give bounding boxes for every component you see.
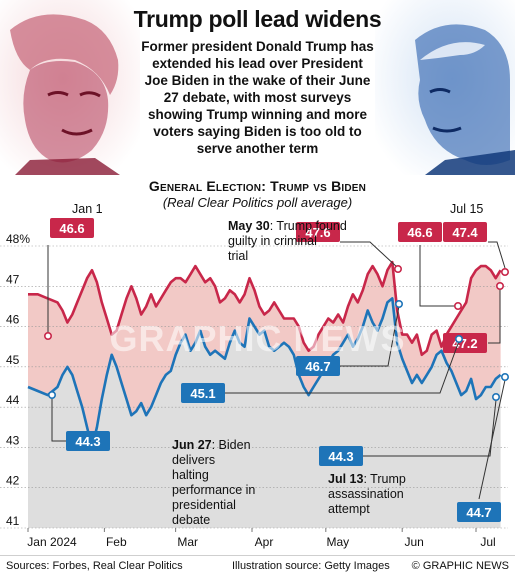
callout-value-label: 44.3 <box>75 434 100 449</box>
callout-box <box>66 431 110 451</box>
annotation-jun27-text: : Biden <box>212 438 251 452</box>
y-tick-label: 47 <box>6 272 20 286</box>
annotation-jul13-line: Jul 13: Trump <box>328 472 406 486</box>
chart-heading: General Election: Trump vs Biden <box>0 178 515 194</box>
callout-leader <box>340 241 399 269</box>
callout-value-label: 45.1 <box>190 386 215 401</box>
callout-dot <box>47 390 56 399</box>
annotation-jun27-line: Jun 27: Biden <box>172 438 251 452</box>
annotation-jun27-line: halting <box>172 468 209 482</box>
page-title: Trump poll lead widens <box>133 6 382 32</box>
x-tick-label: Mar <box>177 535 198 549</box>
x-tick-label: Jan 2024 <box>27 535 77 549</box>
callout-leader <box>340 305 400 367</box>
callout-leader <box>419 245 455 307</box>
biden-portrait-illustration <box>375 0 515 175</box>
callout-leader <box>225 340 460 394</box>
callout-box <box>296 222 340 242</box>
callout-leader <box>478 379 506 500</box>
y-tick-label: 44 <box>6 393 20 407</box>
callout-box <box>181 383 225 403</box>
chart-heading-colon: : <box>261 178 271 194</box>
footer-sources: Sources: Forbes, Real Clear Politics <box>6 560 183 572</box>
biden-line <box>27 297 502 449</box>
subtitle: Former president Donald Trump has extend… <box>141 39 374 156</box>
annotation-jan1: Jan 1 <box>72 202 103 216</box>
callout-value-label: 47.4 <box>452 225 478 240</box>
callout-dot <box>495 281 504 290</box>
annotation-jul15: Jul 15 <box>450 202 483 216</box>
callout-value-label: 44.7 <box>466 505 491 520</box>
callout-box <box>398 222 442 242</box>
callout-value-label: 46.6 <box>59 221 84 236</box>
annotation-jul13-line: attempt <box>328 502 370 516</box>
y-tick-label: 41 <box>6 514 20 528</box>
annotation-may30-line: May 30: Trump found <box>228 219 347 233</box>
x-tick-label: Jul <box>480 535 495 549</box>
x-tick-label: May <box>327 535 350 549</box>
callout-leader <box>363 399 497 457</box>
annotation-jun27-line: debate <box>172 513 210 527</box>
annotation-may30-text: : Trump found <box>270 219 347 233</box>
callout-box <box>443 222 487 242</box>
callout-dot <box>500 267 509 276</box>
callout-leader <box>488 241 506 269</box>
callout-dot <box>453 301 462 310</box>
callout-box <box>443 333 487 353</box>
biden-area <box>28 298 501 528</box>
annotation-jun27-date: Jun 27 <box>172 438 212 452</box>
chart-heading-part1: General Election <box>148 178 262 194</box>
annotation-jun27-line: presidential <box>172 498 236 512</box>
callout-dot <box>500 372 509 381</box>
y-tick-label: 46 <box>6 313 20 327</box>
annotation-jun27-line: delivers <box>172 453 215 467</box>
y-tick-label: 43 <box>6 433 20 447</box>
callout-dot <box>491 392 500 401</box>
annotation-jul13-text: : Trump <box>363 472 405 486</box>
annotation-may30-line: guilty in criminal <box>228 234 317 248</box>
x-tick-label: Apr <box>255 535 274 549</box>
callout-dot <box>394 299 403 308</box>
y-tick-label: 48% <box>6 232 30 246</box>
callout-leader <box>488 289 501 344</box>
annotation-jul13-date: Jul 13 <box>328 472 363 486</box>
trump-line <box>28 260 502 357</box>
chart-subheading: (Real Clear Politics poll average) <box>162 195 353 210</box>
y-tick-label: 45 <box>6 353 20 367</box>
callout-value-label: 46.7 <box>305 359 330 374</box>
callout-value-label: 44.3 <box>328 449 353 464</box>
annotation-may30-line: trial <box>228 249 248 263</box>
annotation-may30-date: May 30 <box>228 219 270 233</box>
trump-portrait-illustration <box>0 0 140 175</box>
footer-credit: © GRAPHIC NEWS <box>411 560 509 572</box>
callout-dot <box>454 334 463 343</box>
chart-heading-part2: Trump vs Biden <box>270 178 367 194</box>
callout-value-label: 46.6 <box>407 225 432 240</box>
x-tick-label: Jun <box>404 535 423 549</box>
y-tick-label: 42 <box>6 474 20 488</box>
callout-dot <box>393 264 402 273</box>
annotation-jun27-line: performance in <box>172 483 255 497</box>
callout-box <box>50 218 94 238</box>
footer-illustration: Illustration source: Getty Images <box>232 560 390 572</box>
callout-box <box>296 356 340 376</box>
callout-box <box>457 502 501 522</box>
annotation-jul13-line: assassination <box>328 487 404 501</box>
x-tick-label: Feb <box>106 535 127 549</box>
callout-dot <box>43 331 52 340</box>
callout-box <box>319 446 363 466</box>
footer: Sources: Forbes, Real Clear Politics Ill… <box>0 555 515 577</box>
callout-value-label: 47.6 <box>305 225 330 240</box>
callout-leader <box>51 398 67 442</box>
